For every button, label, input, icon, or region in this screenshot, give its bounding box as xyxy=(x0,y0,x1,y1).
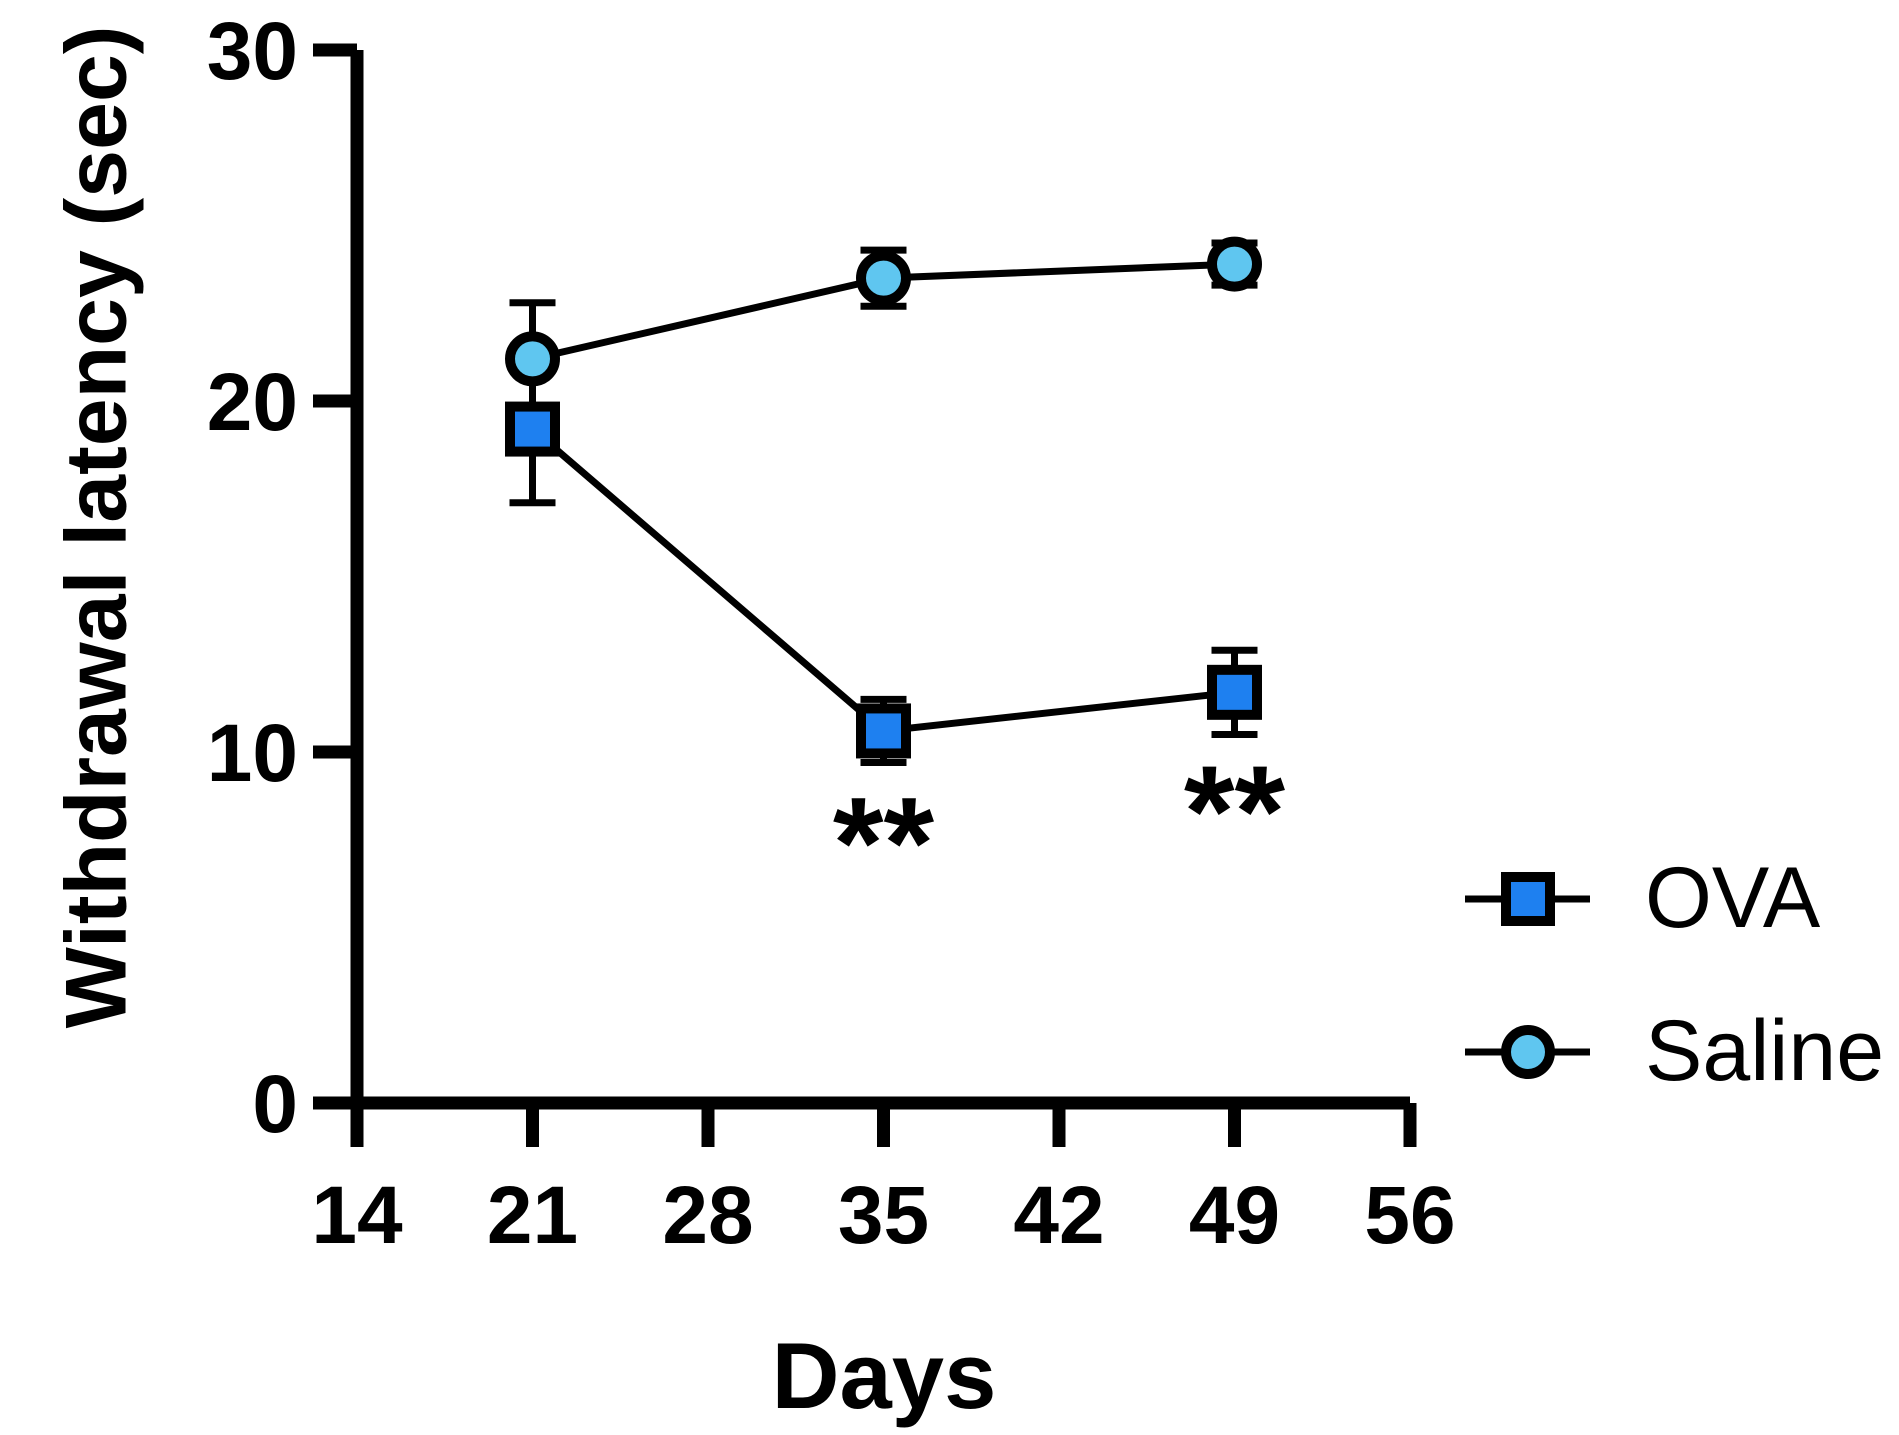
legend-ova-marker xyxy=(1465,871,1590,927)
legend-item-ova: OVA xyxy=(1465,849,1820,948)
legend-item-saline: Saline xyxy=(1465,1002,1884,1101)
data-point-saline xyxy=(856,250,911,306)
data-point-saline xyxy=(1207,236,1262,292)
y-tick-label: 0 xyxy=(252,1059,298,1150)
square-marker-icon xyxy=(1500,871,1555,926)
y-axis-title: Withdrawal latency (sec) xyxy=(48,25,145,1029)
y-tick-label: 20 xyxy=(207,357,298,448)
x-tick-label: 35 xyxy=(838,1170,929,1261)
data-point-ova xyxy=(856,703,911,759)
y-tick-label: 10 xyxy=(207,708,298,799)
legend-label-ova: OVA xyxy=(1645,850,1821,946)
data-point-ova xyxy=(505,401,560,457)
significance-marker: ** xyxy=(1184,738,1286,884)
x-tick-label: 49 xyxy=(1189,1170,1280,1261)
x-tick-label: 28 xyxy=(662,1170,753,1261)
x-axis-title: Days xyxy=(771,1323,997,1428)
series-line-ova xyxy=(530,426,1235,735)
significance-marker: ** xyxy=(833,770,935,916)
x-tick-label: 42 xyxy=(1013,1170,1104,1261)
data-point-ova xyxy=(1207,664,1262,720)
legend-label-saline: Saline xyxy=(1645,1003,1885,1099)
x-tick-label: 21 xyxy=(487,1170,578,1261)
x-tick-label: 56 xyxy=(1364,1170,1455,1261)
x-tick-label: 14 xyxy=(311,1170,403,1261)
data-point-saline xyxy=(505,331,560,387)
circle-marker-icon xyxy=(1500,1024,1555,1079)
y-tick-label: 30 xyxy=(207,6,298,97)
legend-saline-marker xyxy=(1465,1024,1590,1080)
